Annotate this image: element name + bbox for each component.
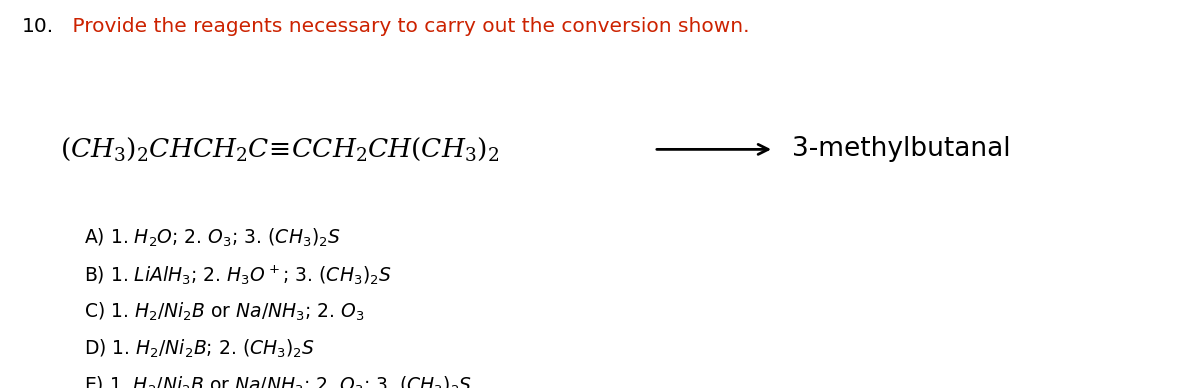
Text: A) 1. $H_2O$; 2. $O_3$; 3. $(CH_3)_2S$: A) 1. $H_2O$; 2. $O_3$; 3. $(CH_3)_2S$ — [84, 227, 341, 249]
Text: D) 1. $H_2/Ni_2B$; 2. $(CH_3)_2S$: D) 1. $H_2/Ni_2B$; 2. $(CH_3)_2S$ — [84, 338, 316, 360]
Text: E) 1. $H_2/Ni_2B$ or $Na/NH_3$; 2. $O_3$; 3. $(CH_3)_2S$: E) 1. $H_2/Ni_2B$ or $Na/NH_3$; 2. $O_3$… — [84, 374, 473, 388]
Text: 10.: 10. — [22, 17, 54, 36]
Text: B) 1. $LiAlH_3$; 2. $H_3O^+$; 3. $(CH_3)_2S$: B) 1. $LiAlH_3$; 2. $H_3O^+$; 3. $(CH_3)… — [84, 264, 391, 287]
Text: 3-methylbutanal: 3-methylbutanal — [792, 136, 1010, 163]
Text: C) 1. $H_2/Ni_2B$ or $Na/NH_3$; 2. $O_3$: C) 1. $H_2/Ni_2B$ or $Na/NH_3$; 2. $O_3$ — [84, 301, 365, 323]
Text: Provide the reagents necessary to carry out the conversion shown.: Provide the reagents necessary to carry … — [66, 17, 750, 36]
Text: $(CH_3)_2CHCH_2C\!\equiv\!CCH_2CH(CH_3)_2$: $(CH_3)_2CHCH_2C\!\equiv\!CCH_2CH(CH_3)_… — [60, 136, 499, 163]
